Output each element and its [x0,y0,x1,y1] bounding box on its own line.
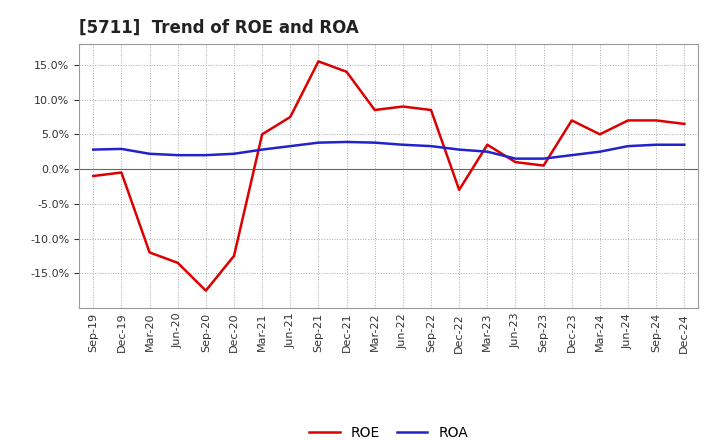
ROE [314,59,323,64]
ROE [567,118,576,123]
ROA [230,151,238,156]
ROA [427,143,436,149]
ROA [258,147,266,152]
ROE [511,159,520,165]
ROE [483,142,492,147]
ROE [286,114,294,120]
ROE [455,187,464,193]
ROE [680,121,688,127]
ROA [145,151,154,156]
ROE [342,69,351,74]
ROA [680,142,688,147]
Legend: ROE, ROA: ROE, ROA [310,426,468,440]
ROE [399,104,408,109]
ROA [652,142,660,147]
ROA [370,140,379,145]
Line: ROE: ROE [94,61,684,291]
ROA [342,139,351,145]
ROE [595,132,604,137]
ROA [483,149,492,154]
ROE [427,107,436,113]
ROE [145,250,154,255]
ROE [202,288,210,293]
Line: ROA: ROA [94,142,684,159]
ROA [455,147,464,152]
ROA [314,140,323,145]
ROA [286,143,294,149]
ROE [258,132,266,137]
ROE [624,118,632,123]
ROE [117,170,126,175]
ROA [567,153,576,158]
Text: [5711]  Trend of ROE and ROA: [5711] Trend of ROE and ROA [79,19,359,37]
ROE [370,107,379,113]
ROA [595,149,604,154]
ROE [652,118,660,123]
ROE [174,260,182,265]
ROA [399,142,408,147]
ROA [511,156,520,161]
ROE [539,163,548,168]
ROA [624,143,632,149]
ROE [89,173,98,179]
ROA [539,156,548,161]
ROA [202,153,210,158]
ROA [89,147,98,152]
ROE [230,253,238,259]
ROA [117,146,126,151]
ROA [174,153,182,158]
